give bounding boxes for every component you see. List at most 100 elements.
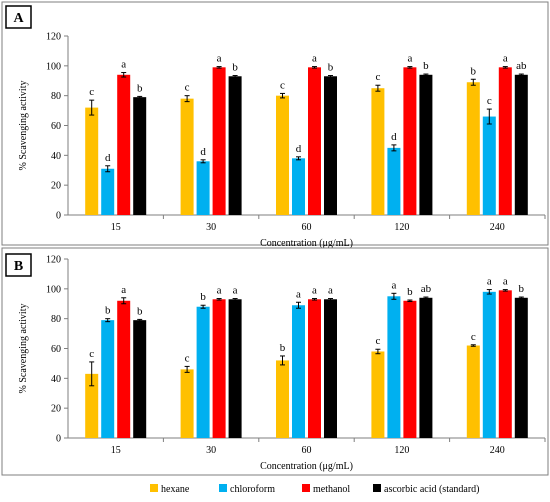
y-tick-label: 60 [51, 344, 61, 355]
legend-label: hexane [161, 484, 190, 495]
significance-letter: d [391, 131, 397, 143]
panel-label-box [5, 5, 32, 29]
bar-methanol [498, 290, 512, 438]
y-tick-label: 40 [51, 374, 61, 385]
bar-ascorbic [514, 297, 528, 438]
legend-swatch [150, 484, 158, 492]
y-tick-label: 80 [51, 91, 61, 102]
bar-chloroform [292, 158, 305, 215]
x-tick-label: 240 [490, 445, 505, 456]
y-tick-label: 100 [46, 61, 61, 72]
y-axis-label: % Scavenging activity [18, 81, 29, 171]
legend-label: methanol [313, 484, 350, 495]
significance-letter: a [391, 279, 396, 291]
y-tick-label: 120 [46, 32, 61, 43]
bar-methanol [308, 299, 321, 438]
bar-hexane [85, 107, 99, 215]
y-tick-label: 80 [51, 314, 61, 325]
panel-label-box [5, 253, 32, 277]
bar-hexane [371, 88, 385, 215]
bar-ascorbic [324, 76, 337, 216]
x-tick-label: 60 [302, 222, 312, 233]
significance-letter: a [312, 53, 317, 65]
bar-hexane [276, 360, 289, 438]
y-tick-label: 60 [51, 121, 61, 132]
significance-letter: ab [516, 60, 527, 72]
bar-ascorbic [133, 320, 147, 438]
legend: hexane chloroform methanol ascorbic acid (s… [150, 484, 480, 495]
significance-letter: a [121, 59, 126, 71]
significance-letter: c [185, 352, 190, 364]
panel-b: B 0 20 40 60 80 100 120 % Scavenging activity 15 c… [1, 247, 549, 476]
bar-chloroform [101, 320, 115, 438]
significance-letter: d [105, 152, 111, 164]
significance-letter: a [503, 53, 508, 65]
significance-letter: a [217, 285, 222, 297]
bar-hexane [276, 95, 289, 215]
significance-letter: b [280, 342, 286, 354]
x-tick-label: 15 [111, 445, 121, 456]
bar-methanol [403, 67, 417, 215]
bar-chloroform [292, 305, 305, 438]
bar-chloroform [387, 296, 401, 438]
bar-ascorbic [228, 299, 242, 438]
significance-letter: c [375, 335, 380, 347]
bar-ascorbic [419, 297, 433, 438]
significance-letter: b [137, 305, 143, 317]
bar-methanol [117, 300, 131, 438]
x-tick-label: 60 [302, 445, 312, 456]
bar-hexane [466, 345, 480, 438]
significance-letter: b [519, 283, 525, 295]
significance-letter: b [423, 60, 429, 72]
significance-letter: a [407, 53, 412, 65]
x-tick-label: 240 [490, 222, 505, 233]
bar-ascorbic [514, 74, 528, 216]
legend-swatch [373, 484, 381, 492]
significance-letter: b [407, 286, 413, 298]
significance-letter: d [200, 146, 206, 158]
significance-letter: a [503, 276, 508, 288]
legend-swatch [302, 484, 310, 492]
significance-letter: c [185, 82, 190, 94]
bar-methanol [498, 67, 512, 215]
y-tick-label: 0 [56, 211, 61, 222]
y-tick-label: 40 [51, 151, 61, 162]
significance-letter: b [232, 62, 238, 74]
significance-letter: a [328, 285, 333, 297]
panel-frame [1, 247, 549, 476]
significance-letter: b [105, 305, 111, 317]
legend-swatch [219, 484, 227, 492]
x-tick-label: 30 [206, 445, 216, 456]
bar-ascorbic [419, 74, 433, 216]
legend-label: ascorbic acid (standard) [384, 484, 480, 495]
significance-letter: a [487, 276, 492, 288]
significance-letter: c [487, 95, 492, 107]
significance-letter: ab [421, 283, 432, 295]
bar-hexane [180, 98, 194, 215]
x-axis-label: Concentration (μg/mL) [260, 461, 353, 472]
significance-letter: c [89, 86, 94, 98]
panel-a: A 0 20 40 60 80 100 120 % Scavenging activity 15 c… [1, 1, 549, 249]
bar-ascorbic [228, 76, 242, 216]
significance-letter: b [200, 291, 206, 303]
bar-methanol [308, 67, 321, 215]
x-tick-label: 120 [394, 222, 409, 233]
y-tick-label: 100 [46, 284, 61, 295]
significance-letter: b [328, 62, 334, 74]
bar-hexane [180, 369, 194, 438]
y-tick-label: 20 [51, 181, 61, 192]
bar-methanol [212, 299, 226, 438]
bar-hexane [371, 351, 385, 438]
legend-label: chloroform [230, 484, 275, 495]
bar-chloroform [101, 168, 115, 215]
x-axis-label: Concentration (μg/mL) [260, 238, 353, 249]
significance-letter: c [89, 348, 94, 360]
y-axis-label: % Scavenging activity [18, 304, 29, 394]
bar-chloroform [387, 147, 401, 215]
bar-chloroform [482, 291, 496, 438]
panel-frame [1, 1, 549, 246]
significance-letter: c [471, 331, 476, 343]
y-tick-label: 0 [56, 434, 61, 445]
significance-letter: b [137, 82, 143, 94]
